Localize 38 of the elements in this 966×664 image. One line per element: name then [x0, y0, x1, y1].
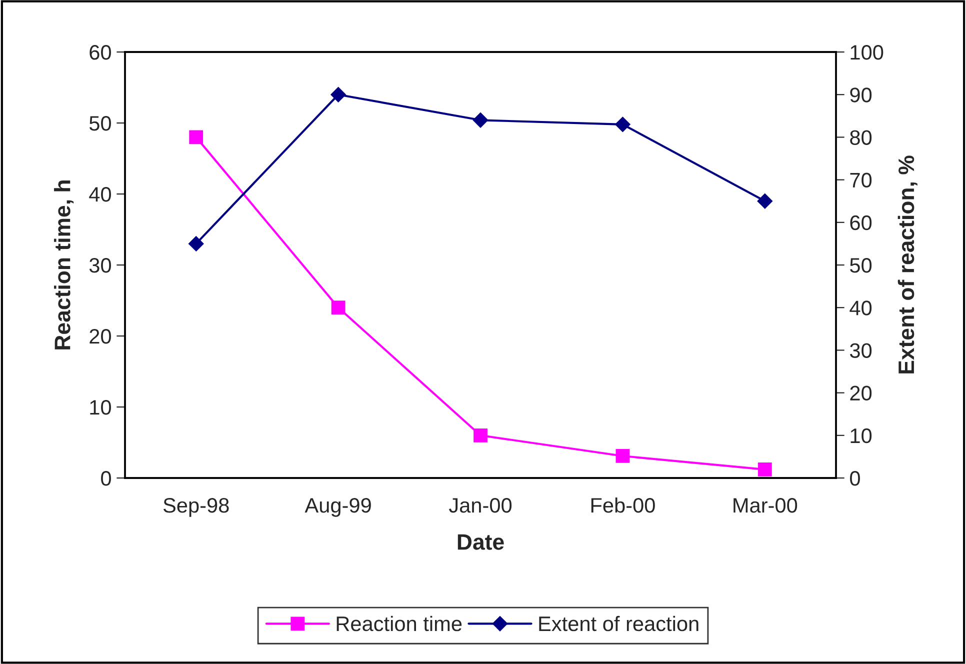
y2-tick-label: 40 — [850, 300, 872, 316]
y-tick-label: 50 — [89, 116, 111, 131]
legend-label: Extent of reaction — [539, 616, 698, 632]
y2-tick-label: 70 — [850, 172, 872, 188]
point — [189, 130, 204, 144]
y2-tick-label: 60 — [850, 215, 872, 230]
y2-tick-label: 0 — [850, 471, 860, 486]
y2-tick-label: 80 — [850, 130, 872, 145]
y2-axis-title: Extent of reaction, % — [898, 156, 918, 374]
legend-label: Reaction time — [336, 616, 462, 632]
y2-tick-label: 20 — [850, 386, 872, 401]
x-tick-label: Jan-00 — [448, 498, 512, 513]
y2-tick-label: 50 — [850, 258, 872, 273]
y-tick-label: 40 — [89, 187, 111, 202]
y-tick-label: 30 — [89, 258, 111, 273]
y2-tick-label: 10 — [850, 428, 872, 444]
y-tick-label: 0 — [101, 471, 111, 486]
x-axis-title: Date — [458, 534, 504, 550]
x-tick-label: Feb-00 — [591, 497, 655, 513]
y2-tick-label: 100 — [850, 45, 884, 60]
point — [474, 428, 488, 442]
point — [331, 300, 346, 315]
point — [615, 116, 630, 132]
point — [472, 112, 488, 128]
y-tick-label: 60 — [90, 45, 111, 60]
point — [616, 449, 630, 463]
x-tick-label: Aug-99 — [304, 498, 371, 517]
point — [188, 236, 204, 252]
y-tick-label: 10 — [90, 400, 111, 415]
y2-tick-label: 30 — [850, 343, 872, 358]
point — [758, 462, 772, 476]
y-tick-label: 20 — [90, 329, 111, 344]
x-tick-label: Mar-00 — [734, 498, 798, 513]
x-tick-label: Sep-98 — [163, 498, 229, 517]
point — [757, 194, 772, 209]
y-axis-title: Reaction time, h — [54, 180, 74, 350]
point — [330, 87, 346, 102]
y2-tick-label: 90 — [850, 88, 872, 102]
